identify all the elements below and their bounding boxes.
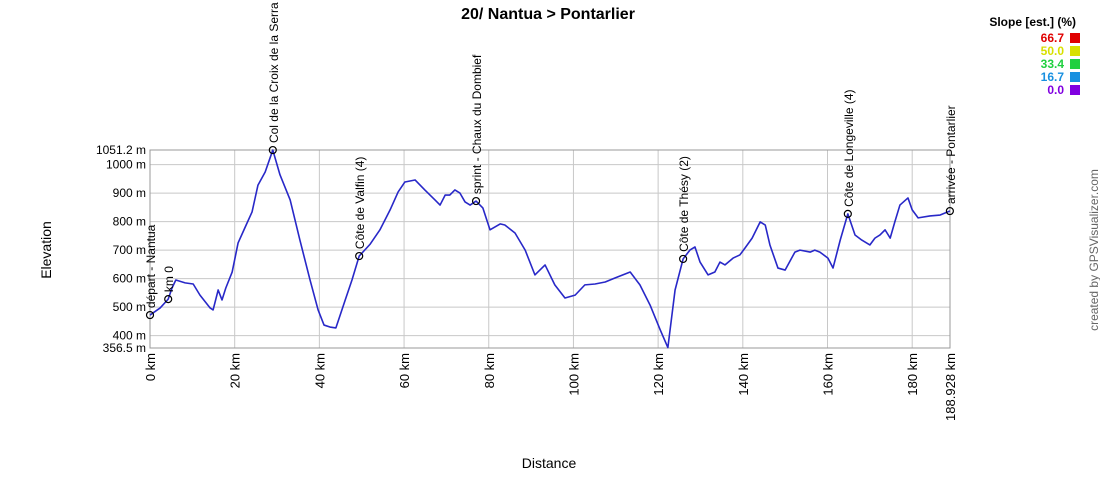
- x-tick-label: 20 km: [228, 353, 243, 388]
- x-tick-label: 140 km: [736, 353, 751, 396]
- waypoint-marker: [145, 310, 155, 320]
- legend-swatch: [1070, 46, 1080, 56]
- y-tick-label: 700 m: [113, 243, 146, 257]
- y-tick-label: 1000 m: [106, 158, 146, 172]
- waypoint-marker: [268, 145, 277, 155]
- waypoint-label: Col de la Croix de la Serra: [267, 2, 281, 143]
- waypoint-marker: [471, 196, 481, 206]
- y-tick-label: 500 m: [113, 300, 146, 314]
- y-tick-label: 1051.2 m: [96, 143, 146, 157]
- waypoint-marker: [679, 254, 688, 264]
- x-tick-label: 80 km: [482, 353, 497, 388]
- credit: created by GPSVisualizer.com: [1087, 169, 1100, 331]
- y-tick-label: 900 m: [113, 186, 146, 200]
- y-tick-label: 800 m: [113, 215, 146, 229]
- legend-label: 16.7: [1041, 70, 1065, 84]
- legend-swatch: [1070, 85, 1080, 95]
- waypoint-label: Côte de Valfin (4): [353, 157, 367, 250]
- waypoint-label: Côte de Thésy (2): [677, 156, 691, 252]
- x-axis-label: Distance: [522, 455, 577, 471]
- waypoint-marker: [945, 206, 954, 216]
- y-tick-label: 400 m: [113, 329, 146, 343]
- y-tick-label: 356.5 m: [103, 341, 146, 355]
- x-tick-label: 188.928 km: [943, 353, 958, 421]
- waypoint-marker: [355, 251, 364, 261]
- elevation-line: [149, 149, 951, 349]
- legend-label: 0.0: [1047, 83, 1064, 97]
- legend-label: 66.7: [1041, 31, 1065, 45]
- waypoint-label: arrivée - Pontarlier: [944, 105, 958, 204]
- legend-swatch: [1070, 72, 1080, 82]
- legend-label: 50.0: [1041, 44, 1065, 58]
- legend-label: 33.4: [1041, 57, 1065, 71]
- x-tick-label: 100 km: [566, 353, 581, 396]
- x-tick-label: 160 km: [821, 353, 836, 396]
- waypoint-label: km 0: [162, 266, 176, 292]
- x-tick-label: 0 km: [143, 353, 158, 381]
- x-tick-label: 60 km: [397, 353, 412, 388]
- waypoint-label: départ - Nantua: [144, 224, 158, 308]
- legend-title: Slope [est.] (%): [989, 15, 1076, 29]
- waypoint-label: Côte de Longeville (4): [842, 89, 856, 206]
- x-tick-label: 40 km: [312, 353, 327, 388]
- legend-swatch: [1070, 59, 1080, 69]
- waypoint-label: sprint - Chaux du Dombief: [470, 54, 484, 194]
- waypoint-marker: [164, 295, 173, 304]
- x-tick-label: 120 km: [651, 353, 666, 396]
- x-tick-label: 180 km: [905, 353, 920, 396]
- y-axis-label: Elevation: [38, 221, 54, 279]
- plot-frame: [149, 149, 951, 349]
- legend-swatch: [1070, 33, 1080, 43]
- y-tick-label: 600 m: [113, 272, 146, 286]
- chart-title: 20/ Nantua > Pontarlier: [461, 6, 635, 23]
- waypoint-marker: [843, 209, 852, 219]
